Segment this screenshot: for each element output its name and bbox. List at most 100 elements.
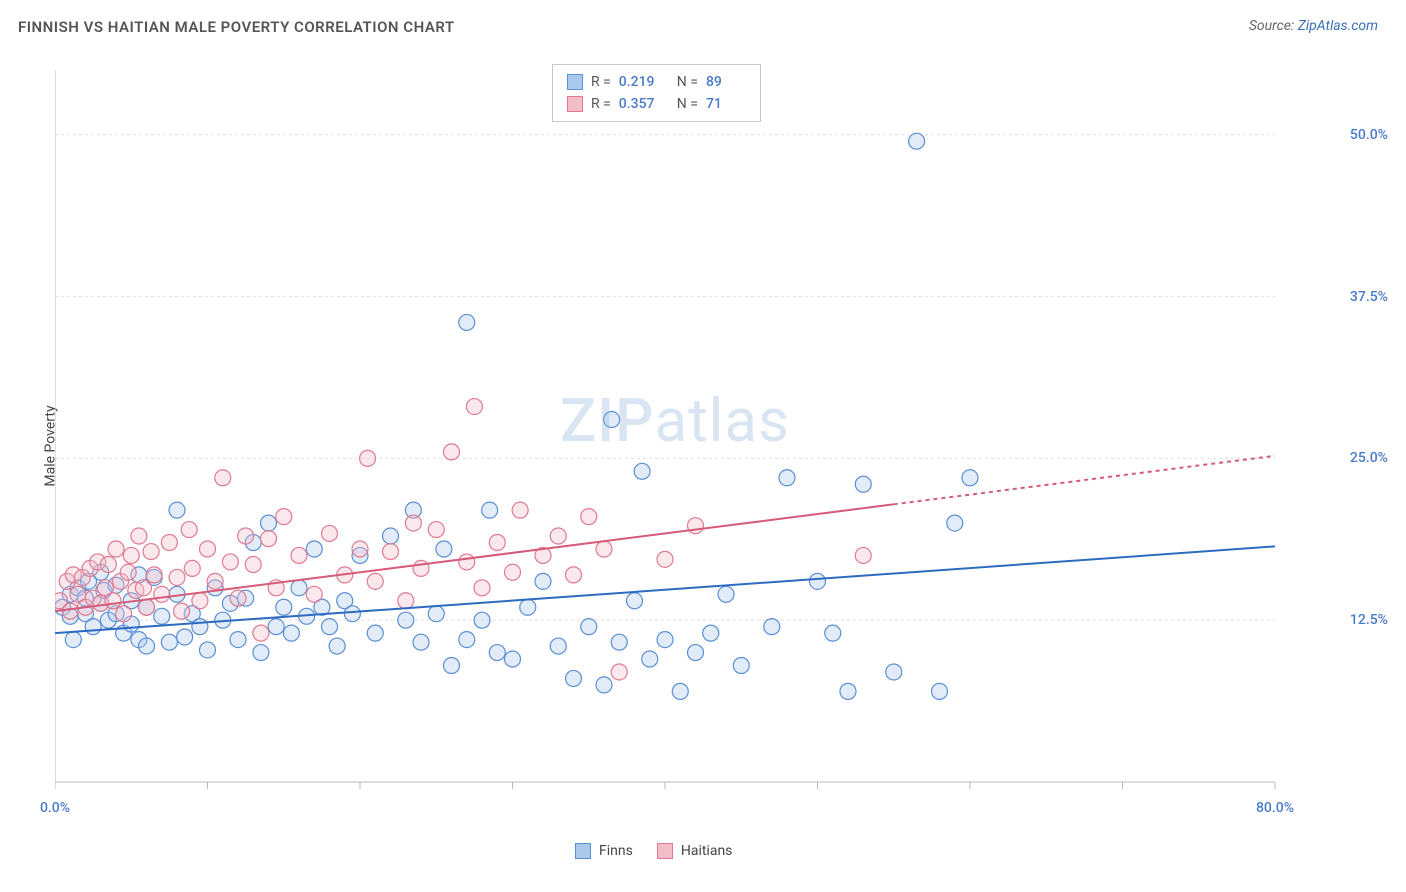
y-tick-label: 50.0% (1350, 127, 1388, 143)
data-point (474, 612, 490, 628)
scatter-plot-svg (55, 60, 1345, 830)
stat-n-label: N = (677, 96, 698, 112)
data-point (268, 619, 284, 635)
regression-line (55, 504, 894, 611)
data-point (200, 541, 216, 557)
stat-r-label: R = (591, 96, 611, 112)
data-point (154, 586, 170, 602)
data-point (222, 554, 238, 570)
data-point (657, 551, 673, 567)
data-point (383, 528, 399, 544)
data-point (367, 625, 383, 641)
data-point (428, 522, 444, 538)
data-point (192, 593, 208, 609)
data-point (245, 557, 261, 573)
legend-swatch (575, 843, 591, 859)
data-point (474, 580, 490, 596)
stat-r-label: R = (591, 74, 611, 90)
series-swatch (567, 74, 583, 90)
data-point (139, 638, 155, 654)
data-point (855, 476, 871, 492)
data-point (230, 632, 246, 648)
data-point (459, 632, 475, 648)
x-tick-label: 80.0% (1256, 800, 1294, 816)
data-point (405, 515, 421, 531)
data-point (174, 603, 190, 619)
data-point (604, 412, 620, 428)
source-link[interactable]: ZipAtlas.com (1298, 18, 1378, 34)
data-point (634, 463, 650, 479)
legend-item[interactable]: Haitians (657, 843, 733, 859)
stat-n-label: N = (677, 74, 698, 90)
data-point (306, 541, 322, 557)
y-tick-label: 25.0% (1350, 450, 1388, 466)
data-point (428, 606, 444, 622)
data-point (329, 638, 345, 654)
data-point (657, 632, 673, 648)
legend-label: Haitians (681, 843, 733, 859)
data-point (512, 502, 528, 518)
data-point (291, 580, 307, 596)
data-point (962, 470, 978, 486)
data-point (344, 606, 360, 622)
data-point (261, 531, 277, 547)
data-point (489, 535, 505, 551)
data-point (764, 619, 780, 635)
data-point (566, 567, 582, 583)
data-point (398, 612, 414, 628)
data-point (85, 619, 101, 635)
data-point (291, 547, 307, 563)
x-tick-label: 0.0% (40, 800, 70, 816)
series-legend: Finns Haitians (575, 843, 732, 859)
data-point (596, 541, 612, 557)
legend-swatch (657, 843, 673, 859)
data-point (459, 554, 475, 570)
stats-row: R =0.219N =89 (567, 71, 746, 93)
data-point (123, 547, 139, 563)
data-point (62, 603, 78, 619)
data-point (352, 541, 368, 557)
data-point (177, 629, 193, 645)
data-point (169, 502, 185, 518)
data-point (413, 634, 429, 650)
data-point (909, 133, 925, 149)
data-point (139, 599, 155, 615)
plot-area (55, 60, 1345, 830)
stat-r-value: 0.357 (619, 96, 659, 112)
data-point (672, 683, 688, 699)
data-point (367, 573, 383, 589)
data-point (466, 399, 482, 415)
source-attribution: Source: ZipAtlas.com (1249, 18, 1378, 34)
data-point (161, 634, 177, 650)
data-point (505, 651, 521, 667)
data-point (135, 580, 151, 596)
data-point (253, 645, 269, 661)
data-point (550, 528, 566, 544)
correlation-stats-box: R =0.219N =89R =0.357N =71 (552, 64, 761, 122)
data-point (718, 586, 734, 602)
data-point (810, 573, 826, 589)
data-point (276, 509, 292, 525)
data-point (840, 683, 856, 699)
data-point (306, 586, 322, 602)
data-point (261, 515, 277, 531)
data-point (146, 567, 162, 583)
data-point (611, 664, 627, 680)
data-point (143, 544, 159, 560)
y-tick-label: 37.5% (1350, 289, 1388, 305)
data-point (184, 560, 200, 576)
legend-item[interactable]: Finns (575, 843, 633, 859)
legend-label: Finns (599, 843, 633, 859)
data-point (398, 593, 414, 609)
data-point (200, 642, 216, 658)
data-point (169, 569, 185, 585)
stat-r-value: 0.219 (619, 74, 659, 90)
regression-line-extrapolated (894, 456, 1275, 505)
data-point (322, 525, 338, 541)
data-point (779, 470, 795, 486)
data-point (581, 509, 597, 525)
series-swatch (567, 96, 583, 112)
data-point (642, 651, 658, 667)
data-point (283, 625, 299, 641)
data-point (192, 619, 208, 635)
